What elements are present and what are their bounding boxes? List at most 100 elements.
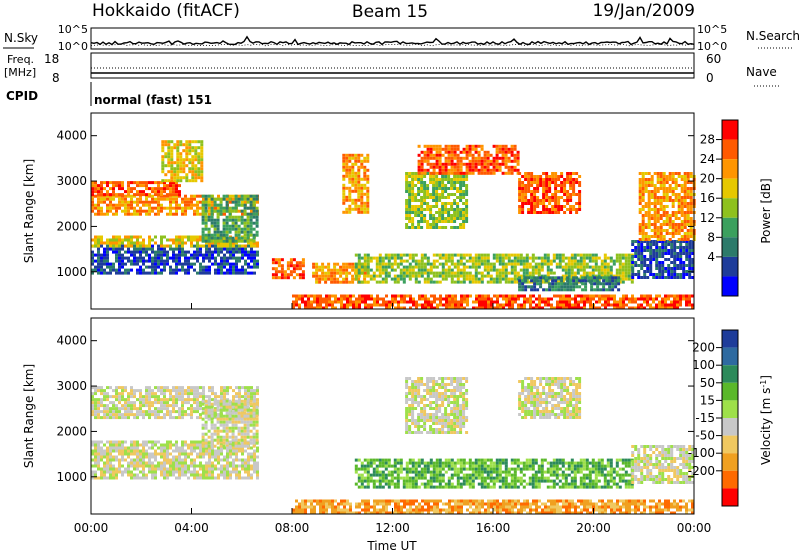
heatmap-cell [553,306,556,310]
heatmap-cell [498,162,502,166]
heatmap-cell [653,223,657,226]
heatmap-cell [653,184,657,187]
heatmap-cell [462,202,466,205]
heatmap-cell [644,172,648,175]
heatmap-cell [507,150,511,154]
heatmap-cell [213,227,217,231]
heatmap-cell [237,239,241,243]
heatmap-cell [235,458,238,462]
heatmap-cell [510,262,514,266]
heatmap-cell [246,227,250,231]
heatmap-cell [582,262,586,266]
heatmap-cell [436,306,439,310]
heatmap-cell [103,241,106,245]
heatmap-cell [631,249,635,252]
heatmap-cell [381,271,385,275]
heatmap-cell [548,175,552,178]
heatmap-cell [190,464,193,468]
heatmap-cell [426,162,430,166]
heatmap-cell [551,175,555,178]
heatmap-cell [142,181,145,185]
heatmap-cell [340,306,343,310]
heatmap-cell [354,171,358,175]
heatmap-cell [435,220,439,223]
heatmap-cell [175,187,178,191]
heatmap-cell [247,470,250,474]
heatmap-cell [175,203,178,207]
heatmap-cell [229,244,232,248]
heatmap-cell [673,270,677,273]
heatmap-cell [199,268,202,272]
heatmap-cell [187,268,190,272]
heatmap-cell [569,175,573,178]
heatmap-cell [112,247,115,251]
heatmap-cell [103,452,106,456]
heatmap-cell [465,171,469,175]
heatmap-cell [130,197,133,201]
heatmap-cell [562,294,565,298]
heatmap-cell [97,241,100,245]
heatmap-cell [525,280,529,284]
heatmap-cell [548,202,552,205]
heatmap-cell [91,244,94,248]
heatmap-cell [232,449,235,453]
heatmap-cell [169,212,172,216]
heatmap-cell [427,300,430,304]
heatmap-cell [133,253,136,257]
heatmap-cell [145,476,148,480]
heatmap-cell [148,203,151,207]
heatmap-cell [220,271,223,275]
heatmap-cell [435,253,439,257]
heatmap-cell [637,303,640,307]
heatmap-cell [222,194,226,198]
heatmap-cell [304,300,307,304]
heatmap-cell [647,214,651,217]
heatmap-cell [552,253,556,257]
heatmap-cell [481,297,484,301]
heatmap-cell [456,187,460,190]
heatmap-cell [295,294,298,298]
heatmap-cell [118,256,121,260]
heatmap-cell [97,206,100,210]
heatmap-cell [354,204,358,208]
heatmap-cell [490,306,493,310]
heatmap-cell [157,265,160,269]
heatmap-cell [154,464,157,468]
heatmap-cell [655,306,658,310]
heatmap-cell [179,176,183,180]
heatmap-cell [549,268,553,272]
heatmap-cell [163,184,166,188]
heatmap-cell [178,449,181,453]
heatmap-cell [145,193,148,197]
heatmap-cell [465,205,469,208]
heatmap-cell [357,156,361,160]
heatmap-cell [237,233,241,237]
heatmap-cell [211,464,214,468]
heatmap-cell [432,262,436,266]
heatmap-cell [550,303,553,307]
heatmap-cell [112,467,115,471]
heatmap-cell [456,268,460,272]
heatmap-cell [588,253,592,257]
heatmap-cell [505,300,508,304]
heatmap-cell [244,250,247,254]
heatmap-cell [671,199,675,202]
heatmap-cell [462,220,466,223]
heatmap-cell [354,153,358,157]
heatmap-cell [184,464,187,468]
heatmap-cell [184,449,187,453]
heatmap-cell [598,294,601,298]
heatmap-cell [611,276,615,280]
heatmap-cell [133,194,136,198]
heatmap-cell [190,446,193,450]
heatmap-cell [378,268,382,272]
heatmap-cell [438,271,442,275]
heatmap-cell [280,276,284,280]
heatmap-cell [420,265,424,269]
heatmap-cell [652,243,656,246]
heatmap-cell [513,259,517,263]
heatmap-cell [363,159,367,163]
heatmap-cell [638,181,642,184]
heatmap-cell [429,280,433,284]
heatmap-cell [232,461,235,465]
